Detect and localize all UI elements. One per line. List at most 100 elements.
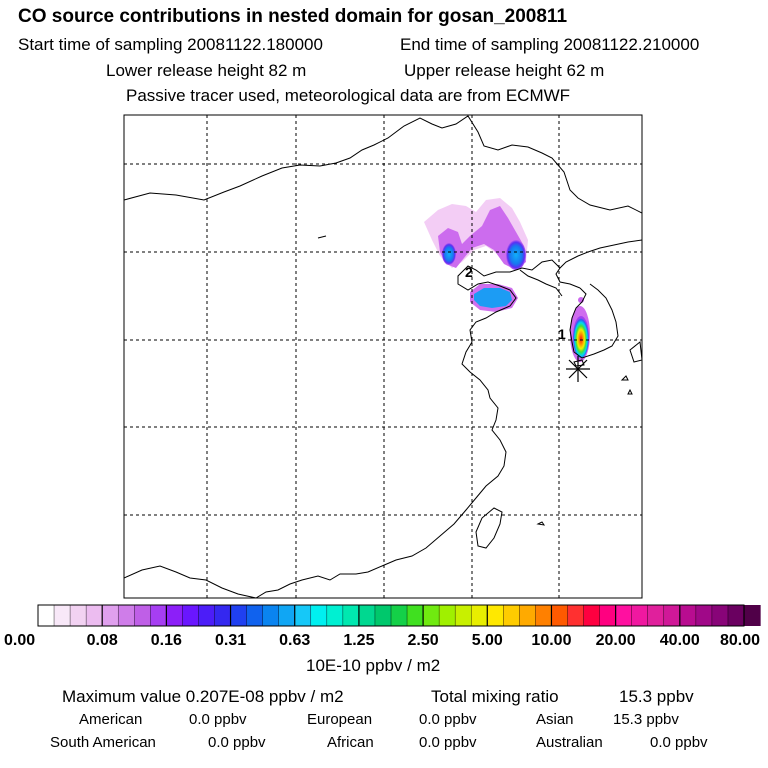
colorbar-swatch bbox=[230, 605, 248, 626]
colorbar-tick-label: 10.00 bbox=[531, 632, 571, 649]
total-mixing-label: Total mixing ratio bbox=[431, 687, 559, 706]
colorbar-swatch bbox=[278, 605, 296, 626]
colorbar-swatch bbox=[70, 605, 87, 626]
hainan-west-fragment bbox=[317, 235, 327, 239]
colorbar-swatch bbox=[535, 605, 553, 626]
colorbar-tick-label: 0.00 bbox=[4, 632, 35, 649]
gridlines bbox=[124, 115, 642, 598]
region-name-asian: Asian bbox=[536, 711, 574, 728]
coastlines bbox=[124, 115, 642, 598]
vietnam-border bbox=[124, 565, 257, 598]
colorbar-labels: 0.00 0.08 0.16 0.31 0.63 1.25 2.50 5.00 10.00 20.… bbox=[4, 632, 760, 649]
region-value-european: 0.0 ppbv bbox=[419, 711, 477, 728]
end-time-label: End time of sampling 20081122.210000 bbox=[400, 35, 700, 54]
colorbar-swatch bbox=[150, 605, 167, 626]
region-value-asian: 15.3 ppbv bbox=[613, 711, 679, 728]
region-name-african: African bbox=[327, 734, 374, 751]
colorbar-swatch bbox=[744, 605, 761, 626]
colorbar-swatch bbox=[631, 605, 649, 626]
plume-korea-core bbox=[573, 316, 589, 358]
colorbar-swatch bbox=[214, 605, 232, 626]
colorbar-unit: 10E-10 ppbv / m2 bbox=[306, 656, 441, 675]
region-name-south-american: South American bbox=[50, 734, 156, 751]
colorbar-tick-label: 20.00 bbox=[596, 632, 636, 649]
colorbar-tick-label: 0.16 bbox=[151, 632, 182, 649]
region-name-australian: Australian bbox=[536, 734, 603, 751]
colorbar-swatch bbox=[423, 605, 440, 626]
colorbar-tick-label: 5.00 bbox=[472, 632, 503, 649]
colorbar-swatch bbox=[455, 605, 472, 626]
colorbar-swatch bbox=[551, 605, 569, 626]
colorbar-swatch bbox=[118, 605, 135, 626]
colorbar-swatch bbox=[182, 605, 200, 626]
lower-release-label: Lower release height 82 m bbox=[106, 61, 307, 80]
colorbar-swatch bbox=[679, 605, 697, 626]
colorbar-tick-label: 80.00 bbox=[720, 632, 760, 649]
japan-kyushu bbox=[629, 341, 642, 363]
region-value-australian: 0.0 ppbv bbox=[650, 734, 708, 751]
max-value-label: Maximum value 0.207E-08 ppbv / m2 bbox=[62, 687, 344, 706]
bohai-coast bbox=[255, 259, 561, 598]
colorbar-swatch bbox=[519, 605, 537, 626]
colorbar-swatch bbox=[262, 605, 280, 626]
colorbar-swatch bbox=[663, 605, 681, 626]
colorbar-swatch bbox=[358, 605, 376, 626]
korea-coast bbox=[569, 283, 619, 359]
tracer-note: Passive tracer used, meteorological data… bbox=[126, 86, 571, 105]
region-value-south-american: 0.0 ppbv bbox=[208, 734, 266, 751]
jeju-island bbox=[573, 359, 585, 367]
colorbar-swatch bbox=[38, 605, 55, 626]
plume-blob-west bbox=[442, 243, 456, 265]
colorbar-tick-label: 1.25 bbox=[343, 632, 374, 649]
colorbar-tick-label: 40.00 bbox=[660, 632, 700, 649]
colorbar-swatch bbox=[471, 605, 488, 626]
plume-purple-north bbox=[438, 206, 526, 270]
colorbar-swatch bbox=[374, 605, 392, 626]
small-island-1 bbox=[620, 375, 629, 381]
liaodong-coast bbox=[519, 269, 563, 297]
region-value-african: 0.0 ppbv bbox=[419, 734, 477, 751]
upper-release-label: Upper release height 62 m bbox=[404, 61, 605, 80]
colorbar-swatch bbox=[54, 605, 71, 626]
colorbar-swatch bbox=[647, 605, 665, 626]
receptor-label-1: 1 bbox=[558, 326, 566, 342]
colorbar-swatch bbox=[134, 605, 151, 626]
total-mixing-value: 15.3 ppbv bbox=[619, 687, 694, 706]
colorbar-swatch bbox=[86, 605, 103, 626]
colorbar-swatch bbox=[294, 605, 312, 626]
receptor-label-2: 2 bbox=[465, 264, 473, 280]
north-border bbox=[124, 115, 642, 214]
colorbar-swatch bbox=[583, 605, 601, 626]
north-korea-border bbox=[555, 239, 642, 289]
colorbar-swatch bbox=[567, 605, 585, 626]
taiwan bbox=[475, 507, 503, 549]
receptor-star-marker bbox=[566, 356, 590, 382]
colorbar-swatch bbox=[407, 605, 424, 626]
colorbar-tick-label: 0.08 bbox=[87, 632, 118, 649]
start-time-label: Start time of sampling 20081122.180000 bbox=[18, 35, 323, 54]
region-name-european: European bbox=[307, 711, 373, 728]
colorbar-swatch bbox=[342, 605, 360, 626]
colorbar-swatch bbox=[326, 605, 344, 626]
map-content bbox=[124, 115, 642, 598]
colorbar-swatch bbox=[439, 605, 456, 626]
colorbar-swatch bbox=[695, 605, 713, 626]
colorbar-swatch bbox=[727, 605, 745, 626]
small-island-2 bbox=[627, 388, 633, 395]
small-island-3 bbox=[536, 521, 546, 526]
colorbar-tick-label: 2.50 bbox=[408, 632, 439, 649]
colorbar-swatch bbox=[503, 605, 520, 626]
figure-title: CO source contributions in nested domain… bbox=[18, 6, 568, 27]
colorbar-swatch bbox=[711, 605, 729, 626]
colorbar bbox=[37, 604, 761, 627]
map-frame bbox=[123, 114, 643, 599]
colorbar-swatch bbox=[102, 605, 119, 626]
colorbar-swatch bbox=[599, 605, 617, 626]
colorbar-swatch bbox=[615, 605, 633, 626]
region-name-american: American bbox=[79, 711, 143, 728]
region-value-american: 0.0 ppbv bbox=[189, 711, 247, 728]
colorbar-tick-label: 0.31 bbox=[215, 632, 246, 649]
colorbar-swatch bbox=[310, 605, 328, 626]
plume-shandong-core bbox=[474, 288, 512, 308]
